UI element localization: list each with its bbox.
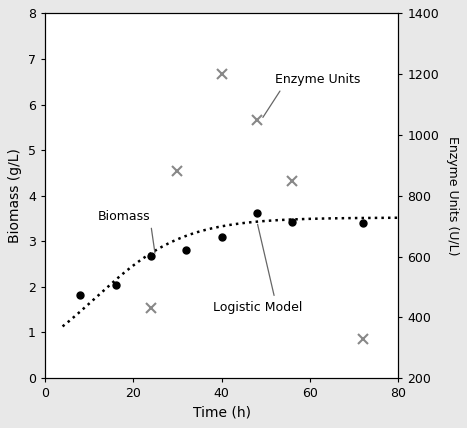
X-axis label: Time (h): Time (h) bbox=[192, 406, 251, 420]
Y-axis label: Enzyme Units (U/L): Enzyme Units (U/L) bbox=[446, 136, 459, 256]
Text: Enzyme Units: Enzyme Units bbox=[263, 73, 360, 117]
Y-axis label: Biomass (g/L): Biomass (g/L) bbox=[8, 148, 22, 243]
Text: Biomass: Biomass bbox=[98, 210, 155, 253]
Text: Logistic Model: Logistic Model bbox=[213, 224, 302, 314]
